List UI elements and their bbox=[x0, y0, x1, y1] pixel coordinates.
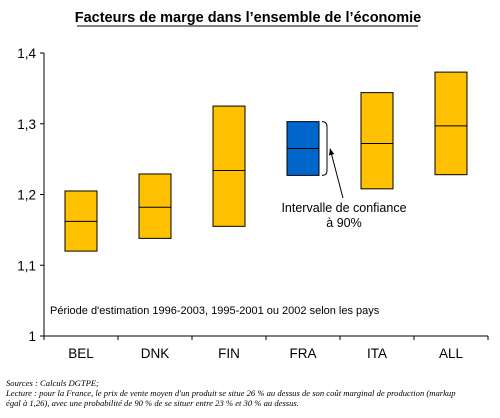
y-tick-label: 1,2 bbox=[17, 188, 36, 203]
y-tick-label: 1,3 bbox=[17, 117, 36, 132]
x-tick-label: FRA bbox=[290, 346, 317, 361]
chart-title: Facteurs de marge dans l’ensemble de l’é… bbox=[75, 10, 422, 26]
x-tick-label: DNK bbox=[141, 346, 170, 361]
annotation-arrowhead bbox=[329, 148, 335, 156]
box-dnk bbox=[138, 173, 172, 239]
box-all bbox=[434, 71, 468, 176]
footer: Sources : Calculs DGTPE; Lecture : pour … bbox=[6, 378, 496, 408]
y-tick-label: 1,1 bbox=[17, 258, 36, 273]
x-tick-label: BEL bbox=[68, 346, 94, 361]
estimation-note: Période d'estimation 1996-2003, 1995-200… bbox=[50, 305, 380, 317]
box-ita bbox=[360, 92, 394, 190]
box-fin bbox=[212, 105, 246, 227]
x-tick-label: ALL bbox=[439, 346, 464, 361]
annotation-text: à 90% bbox=[326, 216, 361, 230]
y-tick-label: 1 bbox=[28, 329, 36, 344]
footer-sources: Sources : Calculs DGTPE; bbox=[6, 378, 100, 388]
footer-lecture-line2: égal à 1,26), avec une probabilité de 90… bbox=[6, 398, 299, 408]
annotation-arrow bbox=[329, 148, 344, 199]
annotation-text: Intervalle de confiance bbox=[281, 201, 406, 215]
y-tick-label: 1,4 bbox=[17, 46, 36, 61]
footer-lecture-line1: Lecture : pour la France, le prix de ven… bbox=[6, 388, 456, 398]
confidence-bracket bbox=[321, 121, 328, 176]
x-tick-label: FIN bbox=[218, 346, 240, 361]
chart: Facteurs de marge dans l’ensemble de l’é… bbox=[17, 10, 489, 361]
x-tick-label: ITA bbox=[367, 346, 387, 361]
plot-area: 1 1,1 1,2 1,3 1,4 BEL DNK FIN FRA ITA ALL Intervall… bbox=[17, 46, 489, 361]
